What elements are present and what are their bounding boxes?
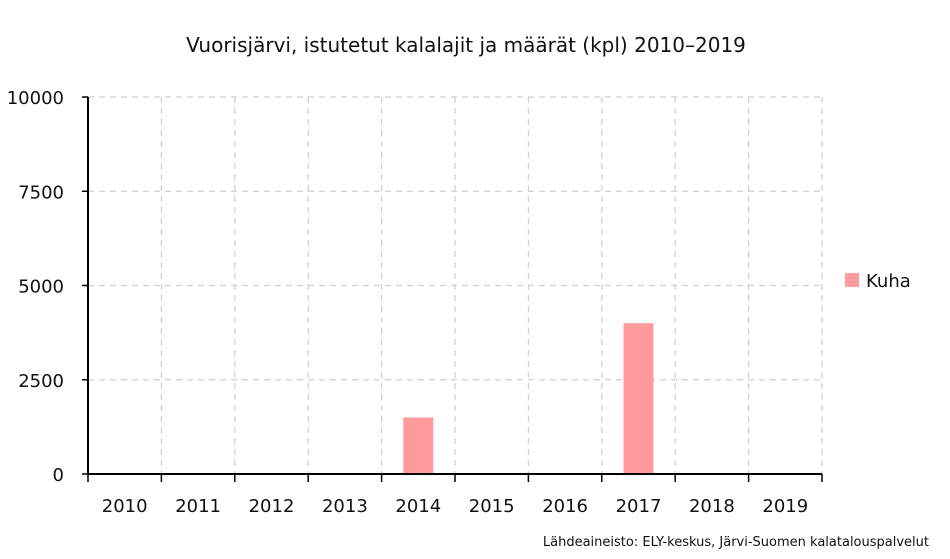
x-tick-label: 2019 <box>762 496 808 517</box>
x-tick-label: 2014 <box>395 496 441 517</box>
x-tick-label: 2012 <box>249 496 295 517</box>
x-axis-ticks: 2010 2011 2012 2013 2014 2015 2016 2017 2018 2019 <box>87 474 823 517</box>
source-note: Lähdeaineisto: ELY-keskus, Järvi-Suomen … <box>543 535 929 550</box>
bar-kuha-2017 <box>623 323 654 474</box>
y-tick-label: 2500 <box>18 371 64 392</box>
x-tick-label: 2018 <box>689 496 735 517</box>
bar-kuha-2014 <box>403 417 434 474</box>
y-tick-label: 7500 <box>18 182 64 203</box>
legend-label-kuha: Kuha <box>866 271 911 292</box>
legend-swatch-kuha <box>845 273 859 287</box>
bars <box>403 323 654 474</box>
y-tick-label: 0 <box>53 465 64 486</box>
y-tick-label: 10000 <box>7 88 64 109</box>
x-tick-label: 2011 <box>175 496 221 517</box>
legend: Kuha <box>845 271 911 292</box>
x-tick-label: 2015 <box>469 496 515 517</box>
chart-title: Vuorisjärvi, istutetut kalalajit ja määr… <box>186 33 746 57</box>
x-tick-label: 2013 <box>322 496 368 517</box>
x-tick-label: 2017 <box>616 496 662 517</box>
x-tick-label: 2010 <box>102 496 148 517</box>
y-axis-ticks: 0 2500 5000 7500 10000 <box>7 88 88 486</box>
x-tick-label: 2016 <box>542 496 588 517</box>
y-tick-label: 5000 <box>18 277 64 298</box>
grid-lines <box>88 96 823 474</box>
